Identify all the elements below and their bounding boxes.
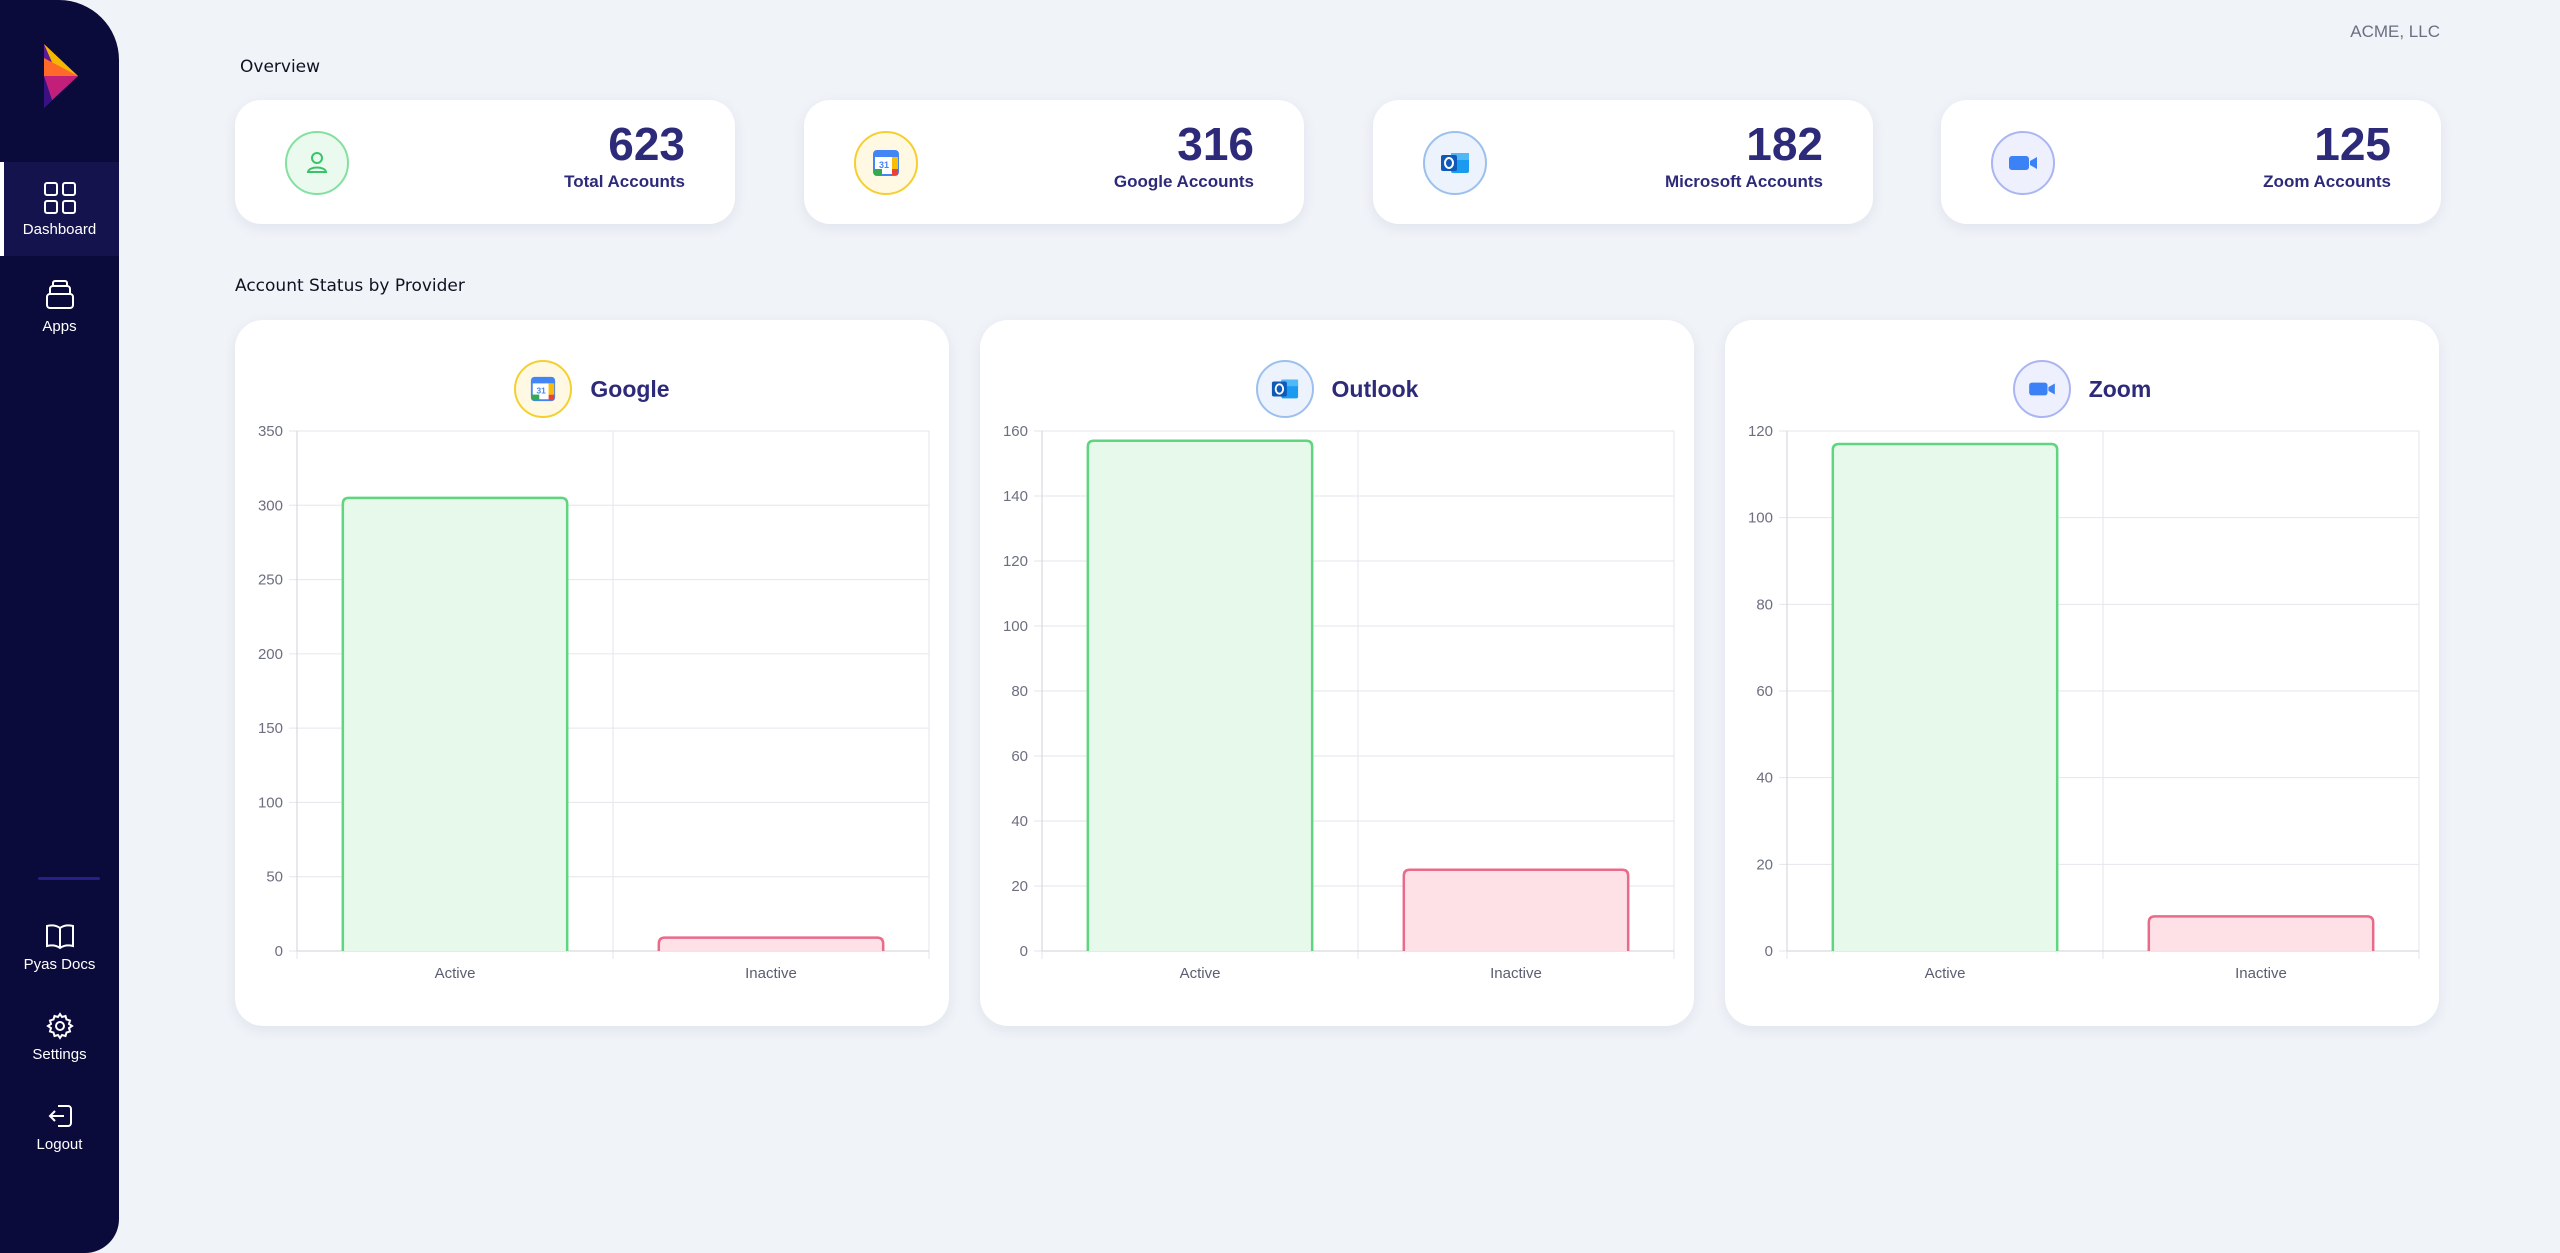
y-tick-label: 40 <box>1756 770 1773 787</box>
grid-icon <box>43 181 76 214</box>
bar-active <box>1086 439 1314 951</box>
chart-card-outlook: Outlook 0 20 40 60 80 100 120 140 160 Active Inact… <box>980 320 1694 1026</box>
outlook-icon <box>1255 360 1314 418</box>
bar-inactive <box>1402 868 1630 951</box>
x-tick-label: Inactive <box>2235 965 2287 982</box>
y-tick-label: 20 <box>1756 856 1773 873</box>
gear-icon <box>45 1012 74 1040</box>
chart-card-zoom: Zoom 0 20 40 60 80 100 120 Active Inactive <box>1725 320 2439 1026</box>
y-tick-label: 40 <box>1011 813 1028 830</box>
bar-active <box>341 496 569 951</box>
stack-icon <box>45 280 74 309</box>
stat-card-google: 31 316 Google Accounts <box>804 100 1304 224</box>
stat-value: 182 <box>1746 118 1823 170</box>
y-tick-label: 160 <box>1003 423 1028 440</box>
y-tick-label: 0 <box>275 943 283 960</box>
y-tick-label: 50 <box>266 869 283 886</box>
y-tick-label: 120 <box>1003 553 1028 570</box>
stat-label: Zoom Accounts <box>2263 172 2391 191</box>
y-tick-label: 120 <box>1748 423 1773 440</box>
svg-text:31: 31 <box>879 160 889 170</box>
sidebar-item-label: Settings <box>32 1046 87 1063</box>
x-tick-label: Inactive <box>745 965 797 982</box>
bar-inactive <box>657 936 885 951</box>
chart-title: Zoom <box>2088 375 2152 402</box>
sidebar-item-label: Logout <box>36 1136 83 1153</box>
y-tick-label: 80 <box>1756 596 1773 613</box>
y-tick-label: 60 <box>1011 748 1028 765</box>
svg-text:31: 31 <box>537 386 547 396</box>
chart-header: Outlook <box>980 360 1694 418</box>
chart-header: Zoom <box>1725 360 2439 418</box>
status-title: Account Status by Provider <box>235 276 465 296</box>
stat-value: 125 <box>2314 118 2391 170</box>
stat-label: Google Accounts <box>1113 172 1254 191</box>
stat-card-zoom: 125 Zoom Accounts <box>1941 100 2441 224</box>
book-icon <box>45 924 74 950</box>
zoom-video-icon <box>2012 360 2071 418</box>
stat-label: Total Accounts <box>564 172 685 191</box>
y-tick-label: 350 <box>258 423 283 440</box>
y-tick-label: 100 <box>1003 618 1028 635</box>
y-tick-label: 100 <box>258 794 283 811</box>
bar-inactive <box>2147 915 2375 951</box>
y-tick-label: 80 <box>1011 683 1028 700</box>
sidebar-item-label: Dashboard <box>22 220 97 238</box>
chart-title: Outlook <box>1331 375 1419 402</box>
outlook-icon <box>1423 131 1487 195</box>
sidebar-item-logout[interactable]: Logout <box>0 1102 119 1153</box>
sidebar-item-apps[interactable]: Apps <box>0 278 119 335</box>
sidebar-item-docs[interactable]: Pyas Docs <box>0 922 119 973</box>
stat-value: 623 <box>608 118 685 170</box>
y-tick-label: 100 <box>1748 510 1773 527</box>
y-tick-label: 0 <box>1020 943 1028 960</box>
stat-label: Microsoft Accounts <box>1664 172 1823 191</box>
bar-chart-google: 0 50 100 150 200 250 300 350 Active Inactive <box>258 423 930 982</box>
y-tick-label: 20 <box>1011 878 1028 895</box>
sidebar-divider <box>38 877 100 880</box>
x-tick-label: Active <box>1925 965 1966 982</box>
stat-card-microsoft: 182 Microsoft Accounts <box>1373 100 1873 224</box>
y-tick-label: 150 <box>258 720 283 737</box>
chart-card-google: 31 Google 0 50 100 150 200 250 300 350 Active Ina… <box>235 320 949 1026</box>
chart-title: Google <box>590 375 670 402</box>
users-icon <box>285 131 349 195</box>
y-tick-label: 140 <box>1003 488 1028 505</box>
overview-title: Overview <box>240 57 321 77</box>
sidebar-item-label: Apps <box>42 318 77 335</box>
google-calendar-icon: 31 <box>514 360 573 418</box>
y-tick-label: 250 <box>258 572 283 589</box>
chart-header: 31 Google <box>235 360 949 418</box>
x-tick-label: Active <box>1180 965 1221 982</box>
stat-card-total: 623 Total Accounts <box>235 100 735 224</box>
brand-logo[interactable] <box>38 42 80 112</box>
y-tick-label: 300 <box>258 497 283 514</box>
bar-active <box>1831 442 2059 951</box>
bar-chart-zoom: 0 20 40 60 80 100 120 Active Inactive <box>1748 423 2420 982</box>
y-tick-label: 200 <box>258 646 283 663</box>
google-calendar-icon: 31 <box>854 131 918 195</box>
sidebar: Dashboard Apps Pyas Docs Settings Logout <box>0 0 119 1253</box>
sidebar-item-dashboard[interactable]: Dashboard <box>0 162 119 256</box>
x-tick-label: Inactive <box>1490 965 1542 982</box>
logout-icon <box>48 1105 72 1127</box>
y-tick-label: 0 <box>1765 943 1773 960</box>
company-name: ACME, LLC <box>2350 22 2440 41</box>
sidebar-item-label: Pyas Docs <box>23 956 96 973</box>
zoom-video-icon <box>1991 131 2055 195</box>
y-tick-label: 60 <box>1756 683 1773 700</box>
bar-chart-outlook: 0 20 40 60 80 100 120 140 160 Active Inactive <box>1003 423 1675 982</box>
stat-value: 316 <box>1177 118 1254 170</box>
sidebar-item-settings[interactable]: Settings <box>0 1012 119 1063</box>
x-tick-label: Active <box>435 965 476 982</box>
